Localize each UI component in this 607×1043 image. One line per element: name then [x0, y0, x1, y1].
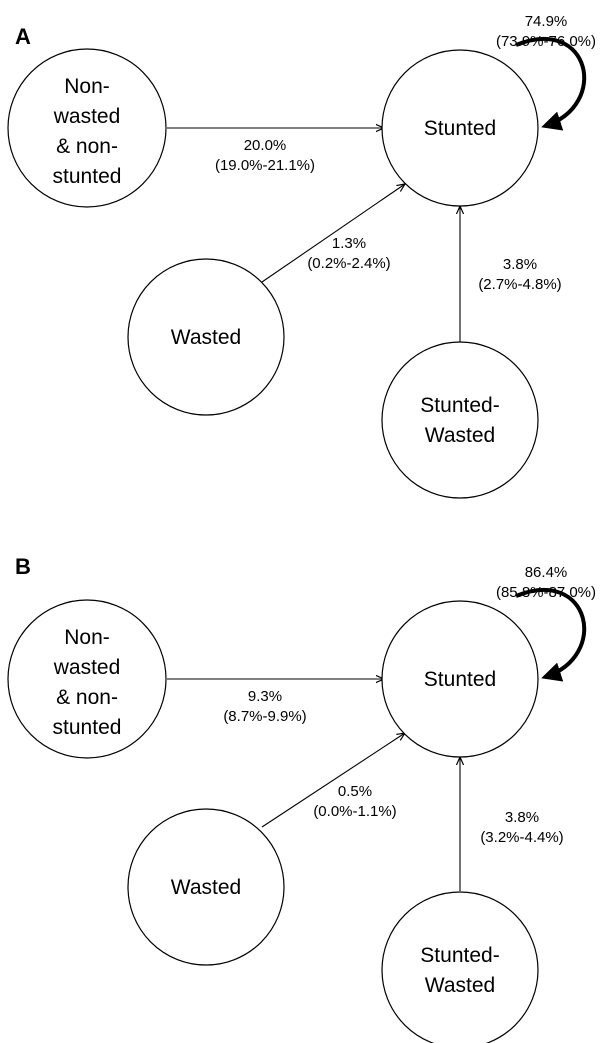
panel-a: A Non- wasted & non- stunted Stunted Was… [7, 13, 596, 499]
node-label-line: Non- [64, 626, 110, 649]
edge-label-percent: 74.9% [525, 13, 568, 30]
node-stunted [381, 600, 539, 758]
edge-label-percent: 86.4% [525, 564, 568, 581]
node-label-line: Stunted [424, 668, 496, 691]
node-label-line: Wasted [425, 974, 495, 997]
node-non-wasted-non-stunted [7, 599, 167, 759]
edge-label-ci: (19.0%-21.1%) [215, 157, 315, 174]
node-stunted-wasted [381, 891, 539, 1043]
edge-wasted-to-stunted [261, 184, 405, 283]
edge-label-percent: 3.8% [503, 256, 537, 273]
edge-label-ci: (3.2%-4.4%) [480, 829, 563, 846]
edge-label-percent: 20.0% [244, 137, 287, 154]
edge-label-ci: (0.2%-2.4%) [307, 255, 390, 272]
node-label-line: & non- [56, 686, 118, 709]
node-non-wasted-non-stunted [7, 48, 167, 208]
edge-label-percent: 9.3% [248, 688, 282, 705]
node-label-line: Stunted [424, 117, 496, 140]
edge-stunted-self-loop [515, 588, 587, 682]
node-label-line: & non- [56, 135, 118, 158]
node-label-line: Stunted- [420, 394, 499, 417]
edge-label-ci: (85.8%-87.0%) [496, 584, 596, 601]
node-label-line: Wasted [171, 876, 241, 899]
edge-stunted-self-loop [515, 37, 587, 131]
edge-label-ci: (0.0%-1.1%) [313, 803, 396, 820]
node-wasted [127, 808, 285, 966]
node-label-line: wasted [53, 105, 121, 128]
edge-label-percent: 1.3% [332, 235, 366, 252]
node-label-line: Stunted- [420, 944, 499, 967]
node-label-line: Wasted [171, 326, 241, 349]
edge-label-ci: (8.7%-9.9%) [223, 708, 306, 725]
node-wasted [127, 258, 285, 416]
node-label-line: stunted [53, 165, 122, 188]
edge-label-percent: 0.5% [338, 783, 372, 800]
node-label-line: Non- [64, 75, 110, 98]
node-label-line: stunted [53, 716, 122, 739]
edge-label-percent: 3.8% [505, 809, 539, 826]
node-label-line: wasted [53, 656, 121, 679]
edge-wasted-to-stunted [261, 733, 405, 828]
node-stunted-wasted [381, 341, 539, 499]
node-stunted [381, 49, 539, 207]
panel-label: A [15, 24, 31, 49]
edge-label-ci: (73.9%-76.0%) [496, 33, 596, 50]
edge-label-ci: (2.7%-4.8%) [478, 276, 561, 293]
node-label-line: Wasted [425, 424, 495, 447]
panel-b: B Non- wasted & non- stunted Stunted Was… [7, 554, 596, 1043]
panel-label: B [15, 554, 31, 579]
